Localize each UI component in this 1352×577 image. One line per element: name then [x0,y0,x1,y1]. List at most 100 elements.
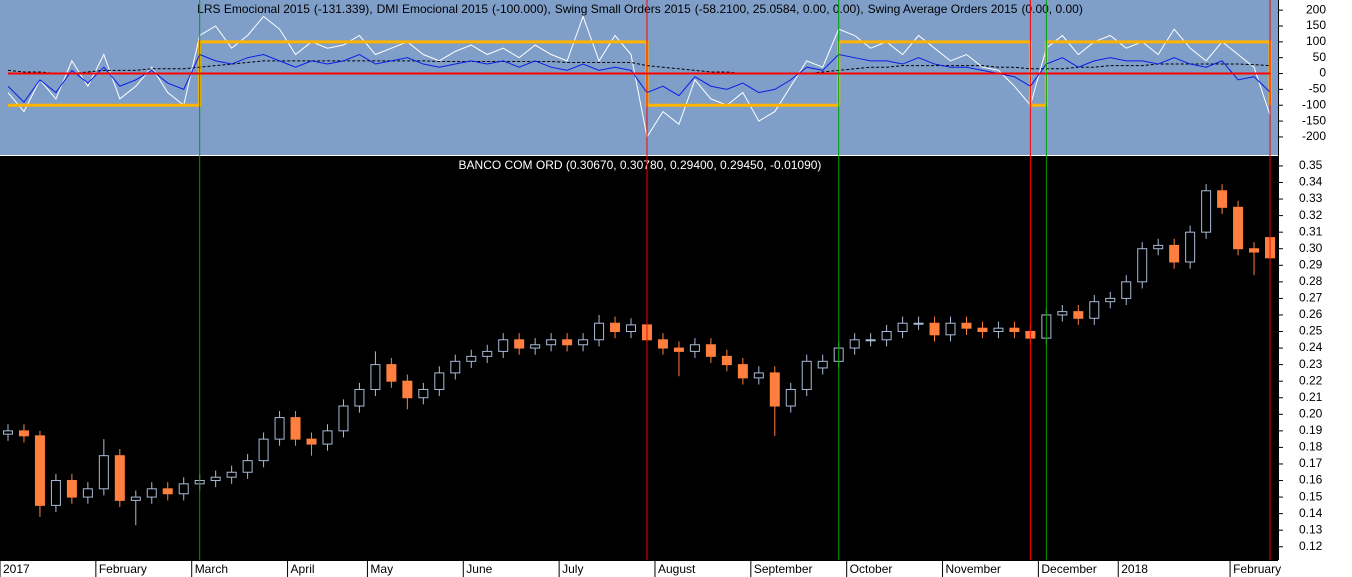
x-tick-label: July [562,562,583,576]
candle-body [466,355,477,362]
y-tick-label: -50 [1309,82,1327,96]
candle-body [514,339,525,349]
panel-background [0,0,1278,155]
candle-body [578,339,589,346]
y-tick-label: 0.33 [1299,191,1323,205]
candle-body [610,322,621,333]
candle-body [1105,297,1116,303]
candle-body [1009,327,1020,333]
candle-body [753,372,764,379]
candle-body [689,344,700,352]
y-tick-label: 200 [1306,2,1326,16]
candle-body [226,471,237,478]
y-tick-label: 0 [1319,66,1326,80]
candle-body [626,324,637,333]
candle-body [1137,248,1148,283]
candle-body [18,430,29,437]
candle-body [1233,206,1244,250]
candle-body [993,327,1004,333]
candle-body [897,322,908,333]
y-tick-label: 0.17 [1299,456,1323,470]
candle-body [1249,248,1260,253]
y-tick-label: 0.19 [1299,423,1323,437]
candle-body [945,322,956,336]
candle-body [98,455,109,490]
candle-body [705,344,716,357]
candle-body [881,331,892,341]
y-tick-label: 0.12 [1299,539,1323,553]
y-tick-label: 0.25 [1299,324,1323,338]
candle-body [450,360,461,374]
candle-body [1057,311,1068,316]
x-tick-label: February [99,562,147,576]
candle-body [1153,244,1164,250]
y-tick-label: 0.20 [1299,406,1323,420]
candle-body [34,435,45,506]
candle-body [929,322,940,336]
chart-title: BANCO COM ORD (0.30670, 0.30780, 0.29400… [459,158,822,172]
candle-body [354,388,365,407]
candle-body [66,480,77,498]
x-tick-label: December [1041,562,1096,576]
candle-body [370,364,381,390]
candle-body [162,488,173,495]
candle-body [594,322,605,341]
y-tick-label: 0.32 [1299,208,1323,222]
y-tick-label: 100 [1306,34,1326,48]
candle-body [769,372,780,407]
candle-body [498,339,509,352]
signal-line [7,60,1271,75]
candle-body [82,488,93,498]
candle-body [817,360,828,369]
legend-value: (-131.339), [314,2,373,16]
y-tick-label: 0.14 [1299,506,1323,520]
candle-body [210,476,221,482]
y-tick-label: 0.16 [1299,473,1323,487]
y-tick-label: 0.27 [1299,291,1323,305]
x-tick-label: October [850,562,893,576]
candle-body [114,455,125,501]
x-tick-label: June [466,562,492,576]
candle-body [785,388,796,407]
x-tick-label: March [195,562,228,576]
y-tick-label: -150 [1302,113,1326,127]
candle-body [2,430,13,435]
candle-body [482,350,493,357]
candle-body [977,327,988,333]
candle-body [562,339,573,346]
y-tick-label: 150 [1306,18,1326,32]
series-line [7,53,1271,103]
legend-value: (0.00, 0.00) [1021,2,1082,16]
y-tick-label: 0.21 [1299,390,1323,404]
y-tick-label: 0.34 [1299,175,1323,189]
y-tick-label: 0.30 [1299,241,1323,255]
legend-series-name: LRS Emocional 2015 [197,2,310,16]
candle-body [865,339,876,342]
y-tick-label: 0.15 [1299,489,1323,503]
y-tick-label: 50 [1313,50,1327,64]
candle-body [290,417,301,440]
candle-body [1169,244,1180,263]
candle-body [673,347,684,352]
y-tick-label: -200 [1302,129,1326,143]
x-tick-label: November [946,562,1001,576]
x-tick-label: April [291,562,315,576]
candle-body [258,438,269,462]
y-tick-label: -100 [1302,97,1326,111]
candle-body [1073,311,1084,319]
y-tick-label: 0.35 [1299,158,1323,172]
y-tick-label: 0.26 [1299,307,1323,321]
candle-body [130,496,141,501]
candle-body [546,339,557,346]
x-tick-label: 2018 [1121,562,1148,576]
candle-body [1185,231,1196,263]
y-tick-label: 0.22 [1299,373,1323,387]
candle-body [657,339,668,349]
legend: LRS Emocional 2015 (-131.339), DMI Emocion… [197,2,1083,16]
candle-body [1121,281,1132,299]
candle-body [306,438,317,445]
legend-series-name: Swing Small Orders 2015 [555,2,691,16]
legend-value: (-58.2100, 25.0584, 0.00, 0.00), [695,2,864,16]
